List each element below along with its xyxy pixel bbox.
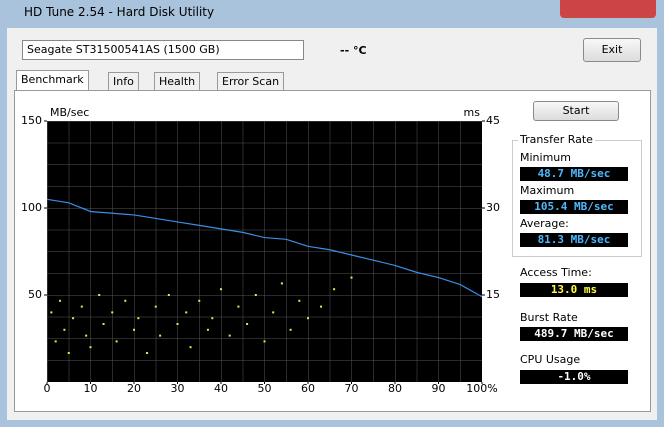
grid (47, 121, 482, 382)
access-time-point (115, 340, 118, 343)
access-time-point (63, 328, 66, 331)
window-controls[interactable] (560, 0, 656, 18)
x-tick-label: 80 (388, 382, 402, 395)
x-tick-label: 100% (466, 382, 497, 395)
minimum-value: 48.7 MB/sec (520, 167, 628, 181)
y2-tick-label: 30 (486, 201, 500, 214)
access-time-point (111, 311, 114, 314)
title-bar: HD Tune 2.54 - Hard Disk Utility (0, 0, 664, 26)
access-time-point (272, 311, 275, 314)
access-time-point (154, 305, 157, 308)
cpu-usage-value: -1.0% (520, 370, 628, 384)
access-time-point (185, 311, 188, 314)
access-time-point (298, 299, 301, 302)
access-time-point (198, 299, 201, 302)
tab[interactable]: Benchmark (16, 70, 89, 91)
access-time-point (289, 328, 292, 331)
access-time-point (254, 294, 257, 296)
y2-axis-label: ms (464, 106, 481, 119)
access-time-point (211, 317, 214, 320)
label: Access Time: (520, 266, 592, 279)
access-time-point (320, 305, 323, 308)
access-time-point (85, 334, 88, 337)
label: Minimum (520, 151, 571, 164)
group-label: Transfer Rate (518, 133, 595, 146)
y2-tick-label: 45 (486, 114, 500, 127)
temperature: -- °C (340, 44, 367, 57)
access-time-point (280, 282, 283, 285)
x-tick-label: 70 (345, 382, 359, 395)
tab[interactable]: Error Scan (217, 72, 285, 91)
x-tick-label: 30 (171, 382, 185, 395)
label: Burst Rate (520, 311, 578, 324)
access-time-point (350, 276, 353, 279)
access-time-point (263, 340, 266, 343)
access-time-point (307, 317, 309, 320)
access-time-point (54, 340, 57, 343)
maximum-value: 105.4 MB/sec (520, 200, 628, 214)
drive-select[interactable]: Seagate ST31500541AS (1500 GB) (22, 40, 304, 60)
window-title: HD Tune 2.54 - Hard Disk Utility (24, 5, 215, 19)
y2-tick-label: 15 (486, 288, 500, 301)
x-tick-label: 50 (258, 382, 272, 395)
label: CPU Usage (520, 353, 581, 366)
average-value: 81.3 MB/sec (520, 233, 628, 247)
access-time-point (206, 328, 209, 331)
start-button[interactable]: Start (533, 101, 619, 121)
access-time-point (189, 346, 192, 349)
x-tick-label: 10 (84, 382, 98, 395)
tab[interactable]: Health (154, 72, 201, 91)
access-time-point (246, 323, 249, 325)
x-tick-label: 60 (301, 382, 315, 395)
y-tick-label: 150 (21, 114, 42, 127)
y-tick-label: 100 (21, 201, 42, 214)
access-time-point (102, 323, 105, 325)
access-time-point (72, 317, 75, 320)
y-tick-label: 50 (28, 288, 42, 301)
access-time-point (333, 288, 336, 291)
access-time-point (176, 323, 179, 325)
exit-button[interactable]: Exit (583, 38, 641, 62)
access-time-point (146, 352, 149, 354)
access-time-point (159, 334, 162, 337)
access-time-point (98, 294, 101, 296)
access-time-point (228, 334, 231, 337)
access-time-point (50, 311, 53, 314)
access-time-point (59, 299, 62, 302)
x-tick-label: 90 (432, 382, 446, 395)
access-time-point (80, 305, 83, 308)
access-time-point (124, 299, 127, 302)
tab[interactable]: Info (108, 72, 139, 91)
access-time-point (237, 305, 240, 308)
label: Average: (520, 217, 569, 230)
x-tick-label: 20 (127, 382, 141, 395)
label: Maximum (520, 184, 575, 197)
x-tick-label: 0 (44, 382, 51, 395)
y-axis-label: MB/sec (50, 106, 89, 119)
access-time-point (133, 328, 135, 331)
access-time-point (137, 317, 140, 320)
burst-rate-value: 489.7 MB/sec (520, 327, 628, 341)
transfer-rate-line (46, 198, 483, 298)
access-time-value: 13.0 ms (520, 283, 628, 297)
access-time-point (67, 352, 70, 354)
access-time-point (220, 288, 222, 291)
access-time-point (167, 294, 170, 296)
access-time-point (89, 346, 92, 349)
x-tick-label: 40 (214, 382, 228, 395)
